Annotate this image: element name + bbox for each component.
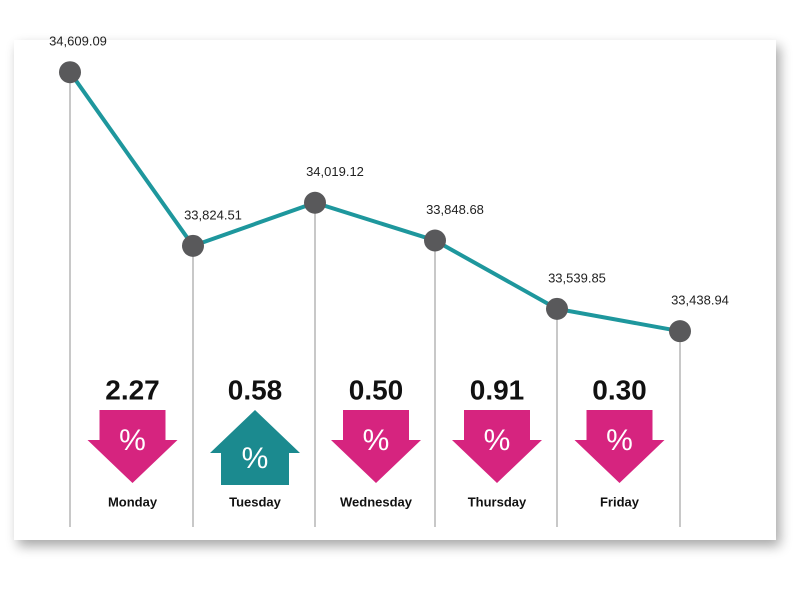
point bbox=[304, 191, 326, 214]
change-arrow bbox=[574, 410, 665, 483]
day-label: Thursday bbox=[468, 494, 527, 509]
point bbox=[59, 61, 81, 84]
change-arrow bbox=[452, 410, 542, 483]
point bbox=[424, 229, 446, 252]
day-label: Tuesday bbox=[229, 494, 282, 509]
change-value: 0.58 bbox=[228, 374, 283, 405]
change-unit: % bbox=[363, 424, 390, 457]
value-label: 33,438.94 bbox=[671, 293, 729, 308]
change-value: 0.30 bbox=[592, 374, 647, 405]
value-label: 33,539.85 bbox=[548, 270, 606, 285]
value-label: 33,848.68 bbox=[426, 202, 484, 217]
day-label: Friday bbox=[600, 494, 640, 509]
change-arrow bbox=[331, 410, 421, 483]
point bbox=[182, 234, 204, 257]
value-label: 34,609.09 bbox=[49, 34, 107, 49]
change-arrow bbox=[210, 410, 300, 485]
change-unit: % bbox=[484, 424, 511, 457]
change-arrow bbox=[87, 410, 178, 483]
value-label: 34,019.12 bbox=[306, 164, 364, 179]
change-value: 0.91 bbox=[470, 374, 525, 405]
point bbox=[546, 297, 568, 320]
day-label: Wednesday bbox=[340, 494, 413, 509]
value-label: 33,824.51 bbox=[184, 207, 242, 222]
change-value: 2.27 bbox=[105, 374, 160, 405]
change-unit: % bbox=[242, 442, 269, 475]
change-unit: % bbox=[606, 424, 633, 457]
line bbox=[68, 71, 681, 334]
point bbox=[669, 320, 691, 343]
change-value: 0.50 bbox=[349, 374, 404, 405]
day-label: Monday bbox=[108, 494, 158, 509]
change-unit: % bbox=[119, 424, 146, 457]
